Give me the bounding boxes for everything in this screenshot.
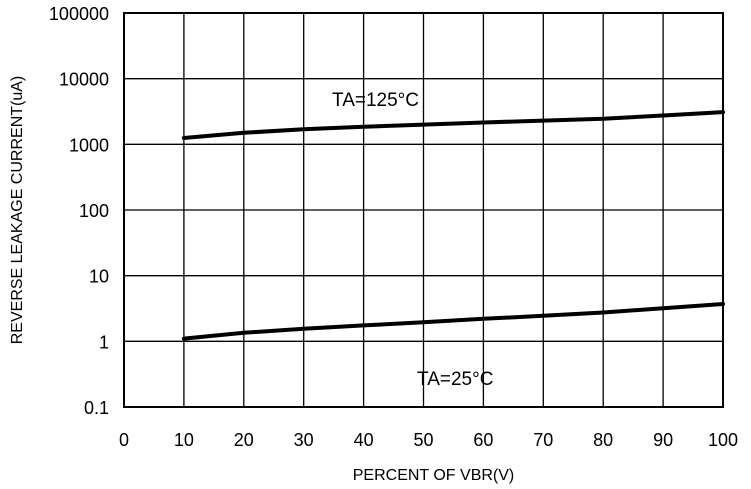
x-axis-title: PERCENT OF VBR(V) [353,467,515,484]
y-tick-label: 0.1 [84,398,109,418]
x-tick-label: 80 [593,430,613,450]
y-axis-title: REVERSE LEAKAGE CURRENT(uA) [9,76,26,345]
series-line-ta-125c [181,110,725,140]
x-tick-label: 100 [708,430,738,450]
y-tick-labels: 0.1 1 10 100 1000 10000 100000 [49,4,109,418]
series-line-ta-25c [181,302,725,341]
y-tick-label: 10000 [59,70,109,90]
y-tick-label: 10 [89,267,109,287]
x-tick-label: 60 [473,430,493,450]
y-tick-label: 1000 [69,135,109,155]
x-tick-label: 70 [533,430,553,450]
annotation-ta-25c: TA=25°C [417,369,493,390]
series-layer [181,110,725,341]
x-tick-label: 90 [653,430,673,450]
x-tick-label: 30 [294,430,314,450]
x-tick-labels: 0 10 20 30 40 50 60 70 80 90 100 [119,430,738,450]
x-tick-label: 40 [354,430,374,450]
plot-frame [123,12,724,408]
y-tick-label: 100000 [49,4,109,24]
y-tick-label: 1 [99,332,109,352]
x-tick-label: 10 [174,430,194,450]
grid [123,12,724,408]
annotation-ta-125c: TA=125°C [332,90,419,111]
x-tick-label: 20 [234,430,254,450]
x-tick-label: 0 [119,430,129,450]
y-tick-label: 100 [79,201,109,221]
x-tick-label: 50 [413,430,433,450]
